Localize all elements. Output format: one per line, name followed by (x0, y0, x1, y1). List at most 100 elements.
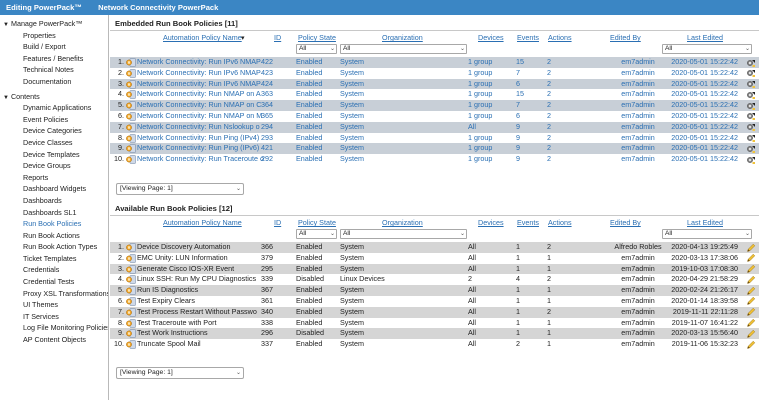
table-row[interactable]: 8. Test Traceroute with Port 338 Enabled Sys… (110, 318, 759, 329)
edit-pencil-icon[interactable] (746, 243, 756, 253)
table-row[interactable]: 1. Device Discovery Automation 366 Enabled S… (110, 242, 759, 253)
table-row[interactable]: 8. Network Connectivity: Run Ping (IPv4) 2… (110, 133, 759, 144)
table-row[interactable]: 2. EMC Unity: LUN Information 379 Enabled Sy… (110, 253, 759, 264)
table-row[interactable]: 9. Network Connectivity: Run Ping (IPv6) 4… (110, 143, 759, 155)
sidebar-item[interactable]: Technical Notes (23, 65, 74, 75)
column-header-edited-by[interactable]: Edited By (610, 218, 641, 227)
table-row[interactable]: 9. Test Work Instructions 296 Disabled Syste… (110, 328, 759, 340)
sidebar-item[interactable]: Device Groups (23, 161, 71, 171)
policy-name[interactable]: Generate Cisco IOS-XR Event (137, 263, 235, 273)
policy-name[interactable]: Linux SSH: Run My CPU Diagnostics (137, 274, 257, 284)
table-row[interactable]: 10. Truncate Spool Mail 337 Enabled System Al… (110, 339, 759, 350)
column-header-state[interactable]: Policy State (298, 218, 336, 227)
policy-name[interactable]: Test Expiry Clears (137, 295, 195, 305)
policy-name[interactable]: Truncate Spool Mail (137, 339, 201, 349)
table-row[interactable]: 6. Test Expiry Clears 361 Enabled System All 1… (110, 296, 759, 307)
policy-name[interactable]: Network Connectivity: Run Nslookup o (137, 121, 260, 131)
edit-pencil-icon[interactable] (746, 329, 756, 339)
table-row[interactable]: 7. Network Connectivity: Run Nslookup o 29… (110, 121, 759, 133)
page-selector[interactable]: [Viewing Page: 1] ⌄ (116, 183, 244, 195)
sidebar-item[interactable]: Documentation (23, 76, 72, 86)
sidebar-item[interactable]: Run Book Policies (23, 219, 82, 229)
table-row[interactable]: 7. Test Process Restart Without Passwo 340… (110, 306, 759, 318)
filter-org[interactable]: All ⌄ (340, 229, 467, 239)
table-row[interactable]: 3. Network Connectivity: Run IPv6 NMAP 424… (110, 78, 759, 90)
sidebar-item[interactable]: Credential Tests (23, 277, 75, 287)
policy-name[interactable]: Network Connectivity: Run Ping (IPv6) (137, 143, 260, 153)
sidebar-item[interactable]: Build / Export (23, 42, 66, 52)
remove-policy-icon[interactable] (746, 68, 756, 78)
edit-pencil-icon[interactable] (746, 264, 756, 274)
filter-last-edited[interactable]: All ⌄ (662, 44, 752, 54)
policy-name[interactable]: Network Connectivity: Run IPv6 NMAP (137, 57, 261, 66)
column-header-events[interactable]: Events (517, 218, 539, 227)
sidebar-section-manage[interactable]: ▼ Manage PowerPack™ (0, 18, 108, 30)
policy-name[interactable]: Run IS Diagnostics (137, 285, 199, 295)
table-row[interactable]: 4. Linux SSH: Run My CPU Diagnostics 339 Di… (110, 274, 759, 285)
edit-pencil-icon[interactable] (746, 296, 756, 306)
sidebar-item[interactable]: Device Classes (23, 137, 73, 147)
edit-pencil-icon[interactable] (746, 286, 756, 296)
remove-policy-icon[interactable] (746, 144, 756, 154)
sidebar-item[interactable]: Run Book Action Types (23, 242, 98, 252)
policy-name[interactable]: Network Connectivity: Run Traceroute o (137, 154, 265, 164)
policy-name[interactable]: Network Connectivity: Run IPv6 NMAP (137, 78, 261, 88)
sidebar-item[interactable]: Dashboards SL1 (23, 207, 77, 217)
column-header-devices[interactable]: Devices (478, 218, 504, 227)
remove-policy-icon[interactable] (746, 90, 756, 100)
filter-state[interactable]: All ⌄ (296, 44, 337, 54)
column-header-name[interactable]: Automation Policy Name (163, 33, 242, 42)
policy-name[interactable]: Test Process Restart Without Passwo (137, 306, 257, 316)
sort-arrow-icon[interactable]: ▾ (241, 33, 245, 42)
sidebar-item[interactable]: Device Categories (23, 126, 82, 136)
policy-name[interactable]: EMC Unity: LUN Information (137, 252, 228, 262)
sidebar-item[interactable]: Reports (23, 172, 49, 182)
column-header-state[interactable]: Policy State (298, 33, 336, 42)
edit-pencil-icon[interactable] (746, 318, 756, 328)
policy-name[interactable]: Test Traceroute with Port (137, 317, 217, 327)
sidebar-item[interactable]: Proxy XSL Transformations (23, 288, 108, 298)
sidebar-item[interactable]: Dashboard Widgets (23, 184, 87, 194)
column-header-org[interactable]: Organization (382, 218, 423, 227)
sidebar-item[interactable]: Dashboards (23, 195, 62, 205)
sidebar-item[interactable]: Event Policies (23, 114, 69, 124)
edit-pencil-icon[interactable] (746, 340, 756, 350)
column-header-last-edited[interactable]: Last Edited (687, 33, 723, 42)
table-row[interactable]: 3. Generate Cisco IOS-XR Event 295 Enabled S… (110, 263, 759, 275)
remove-policy-icon[interactable] (746, 58, 756, 68)
column-header-id[interactable]: ID (274, 33, 282, 42)
table-row[interactable]: 5. Run IS Diagnostics 367 Enabled System All 1… (110, 285, 759, 296)
table-row[interactable]: 2. Network Connectivity: Run IPv6 NMAP 423… (110, 68, 759, 79)
sidebar-item[interactable]: Credentials (23, 265, 60, 275)
filter-org[interactable]: All ⌄ (340, 44, 467, 54)
table-row[interactable]: 5. Network Connectivity: Run NMAP on C 364… (110, 100, 759, 111)
remove-policy-icon[interactable] (746, 133, 756, 143)
column-header-edited-by[interactable]: Edited By (610, 33, 641, 42)
policy-name[interactable]: Network Connectivity: Run Ping (IPv4) (137, 132, 260, 142)
remove-policy-icon[interactable] (746, 111, 756, 121)
sidebar-item[interactable]: Run Book Actions (23, 230, 80, 240)
policy-name[interactable]: Network Connectivity: Run NMAP on A (137, 89, 261, 99)
sidebar-item[interactable]: UI Themes (23, 300, 59, 310)
table-row[interactable]: 6. Network Connectivity: Run NMAP on M 365… (110, 111, 759, 122)
policy-name[interactable]: Device Discovery Automation (137, 242, 231, 251)
column-header-events[interactable]: Events (517, 33, 539, 42)
page-selector[interactable]: [Viewing Page: 1] ⌄ (116, 367, 244, 379)
table-row[interactable]: 1. Network Connectivity: Run IPv6 NMAP 422… (110, 57, 759, 68)
column-header-name[interactable]: Automation Policy Name (163, 218, 242, 227)
remove-policy-icon[interactable] (746, 122, 756, 132)
sidebar-item[interactable]: AP Content Objects (23, 335, 86, 345)
sidebar-item[interactable]: Log File Monitoring Policies (23, 323, 108, 333)
sidebar-item[interactable]: IT Services (23, 311, 59, 321)
column-header-actions[interactable]: Actions (548, 218, 572, 227)
column-header-actions[interactable]: Actions (548, 33, 572, 42)
table-row[interactable]: 4. Network Connectivity: Run NMAP on A 363… (110, 89, 759, 100)
column-header-devices[interactable]: Devices (478, 33, 504, 42)
column-header-last-edited[interactable]: Last Edited (687, 218, 723, 227)
filter-last-edited[interactable]: All ⌄ (662, 229, 752, 239)
sidebar-item[interactable]: Device Templates (23, 149, 80, 159)
edit-pencil-icon[interactable] (746, 253, 756, 263)
sidebar-item[interactable]: Ticket Templates (23, 253, 77, 263)
policy-name[interactable]: Network Connectivity: Run NMAP on C (137, 100, 262, 110)
sidebar-item[interactable]: Dynamic Applications (23, 103, 92, 113)
